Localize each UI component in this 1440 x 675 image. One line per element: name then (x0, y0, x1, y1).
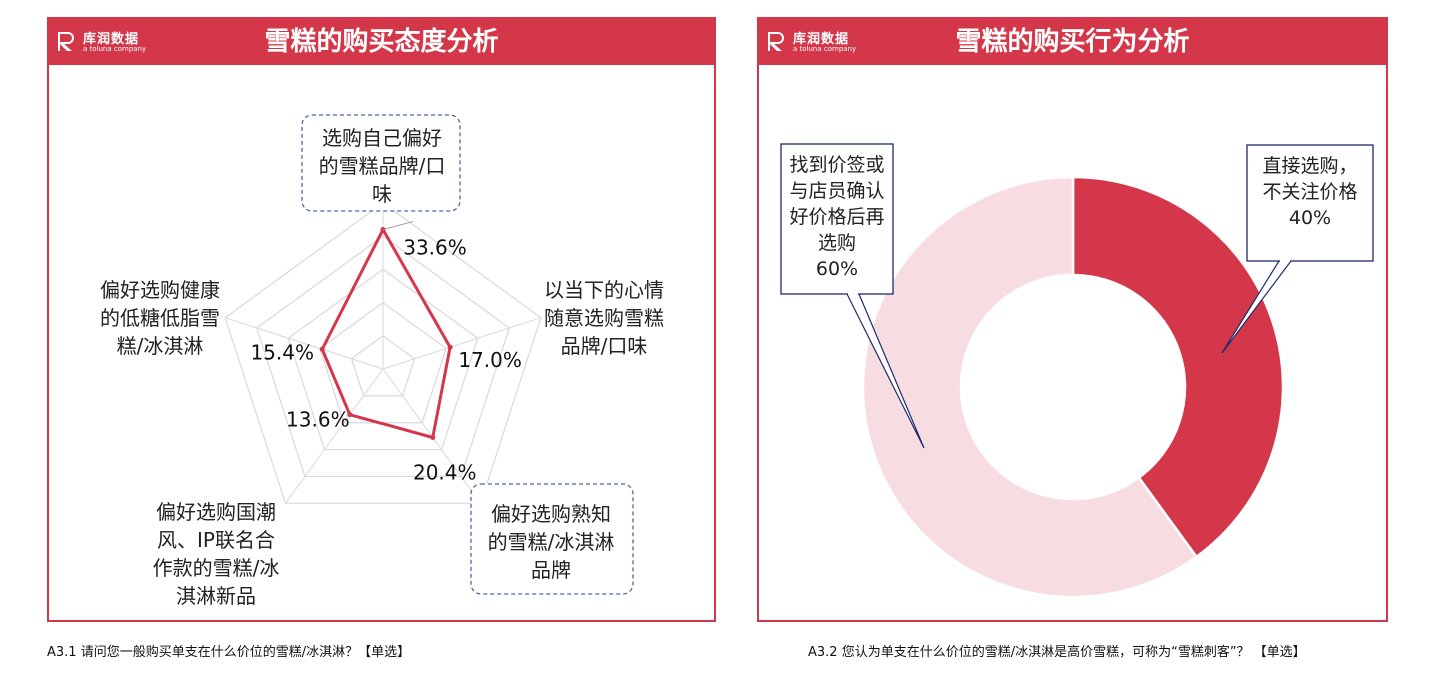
radar-point (347, 412, 353, 418)
radar-spoke (224, 317, 384, 370)
donut-chart: 直接选购， 不关注价格 40% 找到价签或与店员确认好价格后再选购 60% (780, 143, 1374, 599)
radar-chart: 33.6% 17.0% 20.4% 13.6% 15.4% 选购自己偏好的雪糕品牌/口味以… (100, 114, 664, 608)
radar-axis-label-line: 偏好选购国潮 (156, 500, 276, 524)
radar-axis-label-line: 以当下的心情 (544, 278, 664, 302)
radar-axis-label-line: 糕/冰淇淋 (117, 334, 204, 358)
logo-mark-icon (768, 32, 784, 51)
donut-slice-label-line: 不关注价格 (1262, 181, 1357, 203)
radar-value-label: 17.0% (458, 348, 522, 372)
radar-point (447, 344, 453, 350)
donut-slice-value: 40% (1289, 207, 1331, 229)
radar-axis-label: 偏好选购健康的低糖低脂雪糕/冰淇淋 (100, 278, 220, 358)
radar-axis-label: 选购自己偏好的雪糕品牌/口味 (319, 126, 446, 206)
donut-slice-label-line: 与店员确认 (789, 180, 884, 202)
radar-axis-label-line: 的雪糕品牌/口 (319, 154, 446, 178)
radar-axis-label-line: 的雪糕/冰淇淋 (488, 530, 615, 554)
radar-value-label: 20.4% (413, 460, 477, 484)
logo-sub: a toluna company (83, 45, 147, 53)
donut-slice-value: 60% (816, 258, 858, 280)
radar-axis-label-line: 味 (372, 182, 392, 206)
donut-callout-box (780, 143, 894, 295)
right-panel-title: 雪糕的购买行为分析 (955, 27, 1190, 57)
radar-axis-label-line: 作款的雪糕/冰 (153, 556, 280, 580)
radar-value-label: 15.4% (250, 340, 314, 364)
donut-slice-label: 直接选购， 不关注价格 (1262, 155, 1357, 203)
radar-leader-line (382, 221, 414, 231)
radar-axis-label-line: 偏好选购熟知 (491, 502, 611, 526)
radar-gridline (255, 235, 511, 478)
radar-spoke (285, 368, 384, 504)
footnote-right: A3.2 您认为单支在什么价位的雪糕/冰淇淋是高价雪糕，可称为“雪糕刺客”？ 【… (808, 645, 1306, 660)
radar-axis-label-line: 的低糖低脂雪 (100, 306, 220, 330)
radar-gridline (224, 202, 542, 504)
donut-slice-label: 找到价签或与店员确认好价格后再选购 (789, 154, 884, 254)
radar-axis-callout-box (470, 483, 634, 595)
donut-slice-label-line: 直接选购， (1262, 155, 1357, 177)
donut-slice (861, 175, 1199, 599)
radar-axis-label: 以当下的心情随意选购雪糕品牌/口味 (544, 278, 664, 358)
logo-mark-icon (58, 32, 74, 51)
radar-value-label: 33.6% (403, 236, 467, 260)
radar-point (319, 346, 325, 352)
radar-axis-label-line: 品牌/口味 (561, 334, 648, 358)
radar-axis-label-line: 偏好选购健康 (100, 278, 220, 302)
radar-axis-label-line: 随意选购雪糕 (544, 306, 664, 330)
radar-gridline (350, 335, 416, 397)
donut-slice-label-line: 选购 (818, 232, 856, 254)
logo-brand: 库润数据 (83, 32, 140, 47)
left-panel-title: 雪糕的购买态度分析 (264, 27, 499, 57)
logo: 库润数据 a toluna company (765, 27, 875, 57)
radar-axis-callout-box (301, 114, 461, 212)
radar-axis-label-line: 选购自己偏好 (322, 126, 442, 150)
radar-axis-label-line: 品牌 (531, 558, 571, 582)
radar-axis-label: 偏好选购国潮风、IP联名合作款的雪糕/冰淇淋新品 (153, 500, 280, 608)
radar-spoke (382, 317, 542, 370)
radar-series (320, 228, 452, 439)
logo-brand: 库润数据 (793, 32, 850, 47)
radar-value-label: 13.6% (286, 408, 350, 432)
donut-slice (1071, 175, 1285, 559)
left-panel-header: 库润数据 a toluna company 雪糕的购买态度分析 (49, 19, 714, 65)
left-panel: 库润数据 a toluna company 雪糕的购买态度分析 33.6% 17.… (47, 17, 716, 622)
radar-axis-label: 偏好选购熟知的雪糕/冰淇淋品牌 (488, 502, 615, 582)
right-panel: 库润数据 a toluna company 雪糕的购买行为分析 直接选购， 不关注… (757, 17, 1388, 622)
radar-axis-label-line: 淇淋新品 (176, 584, 256, 608)
donut-slice-label-line: 好价格后再 (789, 206, 884, 228)
donut-callout-box (1246, 144, 1374, 262)
radar-point (430, 434, 436, 440)
donut-slice-label-line: 找到价签或 (789, 154, 884, 176)
logo: 库润数据 a toluna company (55, 27, 165, 57)
radar-axis-label-line: 风、IP联名合 (157, 528, 275, 552)
right-panel-header: 库润数据 a toluna company 雪糕的购买行为分析 (759, 19, 1386, 65)
footnote-left: A3.1 请问您一般购买单支在什么价位的雪糕/冰淇淋？【单选】 (47, 645, 411, 660)
logo-sub: a toluna company (793, 45, 857, 53)
radar-gridline (287, 268, 479, 451)
